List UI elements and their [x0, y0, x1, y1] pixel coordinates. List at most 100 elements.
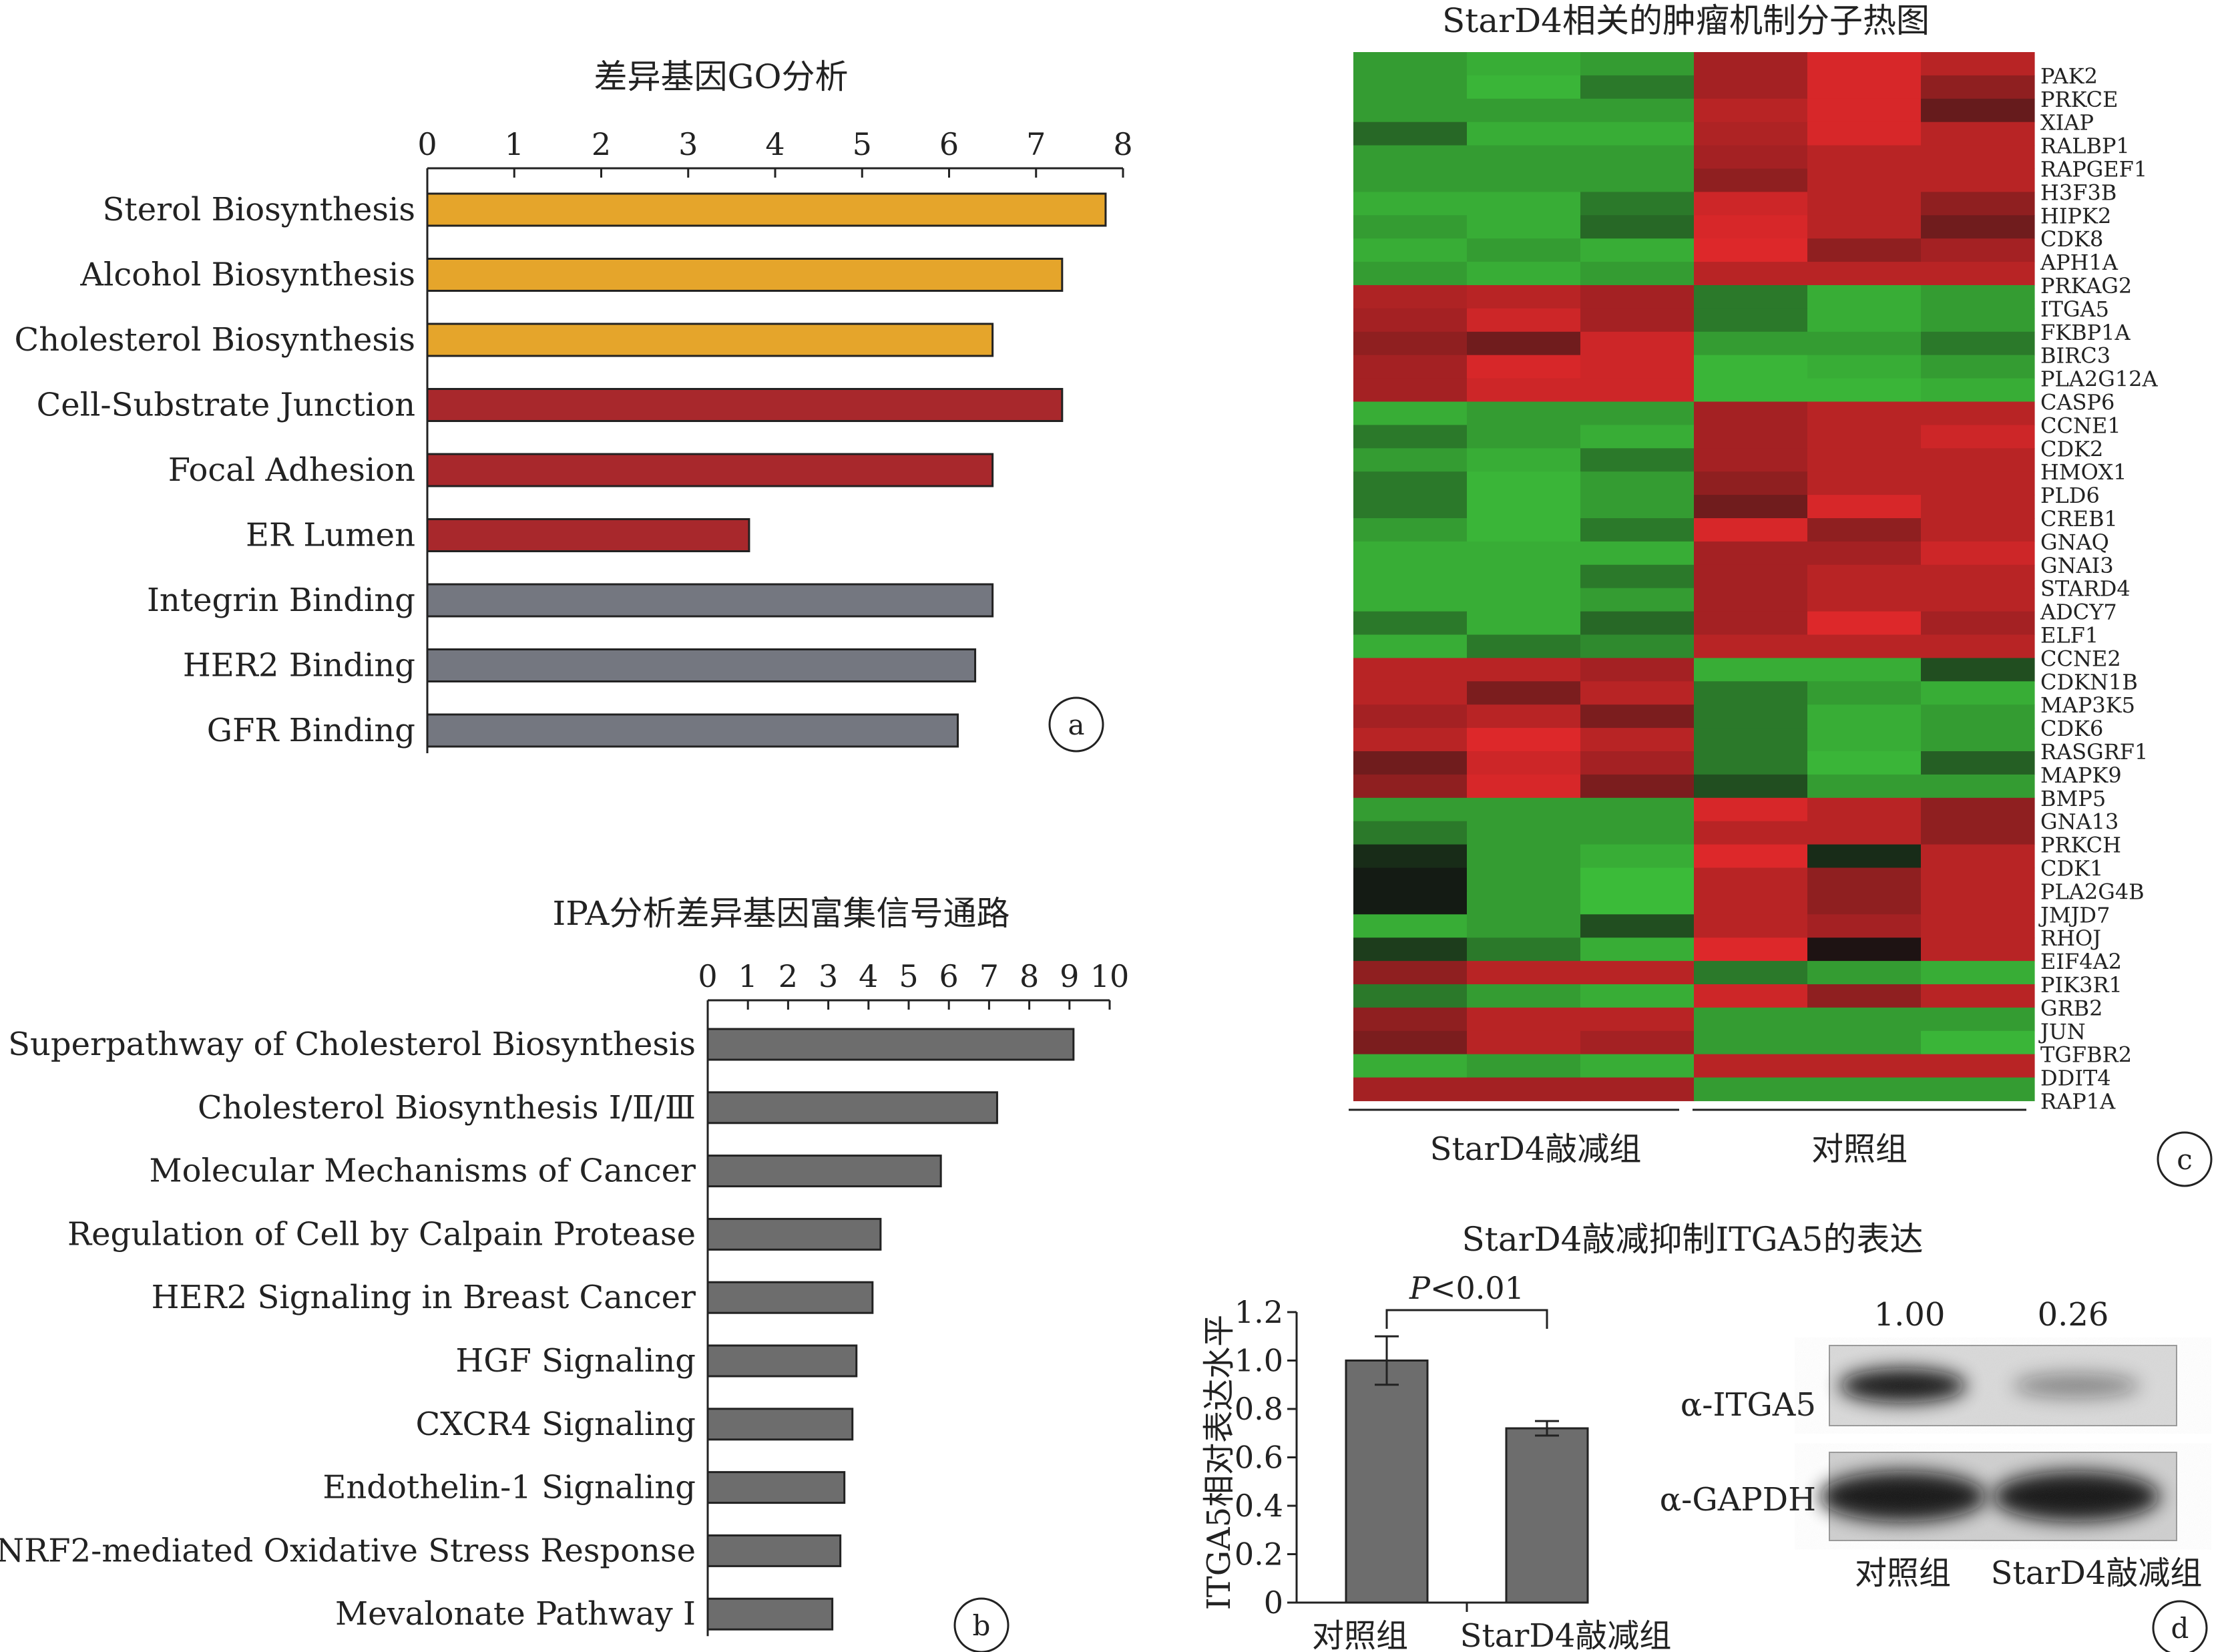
- heatmap-cell: [1353, 611, 1468, 636]
- heatmap-cell: [1353, 262, 1468, 286]
- heatmap-cell: [1694, 867, 1808, 891]
- panel-a-category-label: Alcohol Biosynthesis: [79, 256, 415, 294]
- heatmap-cell: [1694, 448, 1808, 472]
- heatmap-cell: [1580, 611, 1695, 636]
- heatmap-cell: [1580, 52, 1695, 76]
- heatmap-cell: [1694, 611, 1808, 636]
- heatmap-cell: [1921, 728, 2035, 752]
- heatmap-cell: [1807, 1007, 1922, 1032]
- heatmap-cell: [1807, 355, 1922, 379]
- panel-b-tick-label: 5: [899, 958, 918, 994]
- panel-b-bar: [706, 1281, 874, 1314]
- panel-d-tick-label: 0.8: [1235, 1391, 1283, 1427]
- panel-d-letter: d: [2171, 1612, 2189, 1645]
- heatmap-cell: [1467, 728, 1581, 752]
- heatmap-cell: [1921, 215, 2035, 239]
- heatmap-cell: [1580, 425, 1695, 449]
- heatmap-cell: [1694, 471, 1808, 495]
- blot-lane-label-knockdown: StarD4敲减组: [1991, 1555, 2203, 1592]
- heatmap-gene-label: FKBP1A: [2040, 320, 2131, 345]
- heatmap-cell: [1921, 541, 2035, 566]
- heatmap-cell: [1694, 52, 1808, 76]
- panel-b-category-labels: Superpathway of Cholesterol Biosynthesis…: [0, 1026, 696, 1633]
- panel-c-letter-circle: [2157, 1131, 2213, 1187]
- heatmap-cell: [1807, 52, 1922, 76]
- heatmap-cell: [1580, 914, 1695, 938]
- heatmap-cell: [1580, 844, 1695, 869]
- heatmap-cell: [1807, 448, 1922, 472]
- heatmap-cell: [1921, 611, 2035, 636]
- heatmap-cell: [1694, 425, 1808, 449]
- heatmap-gene-label: JMJD7: [2038, 902, 2110, 927]
- heatmap-cell: [1467, 168, 1581, 192]
- panel-d-bar: [1345, 1360, 1429, 1604]
- heatmap-cell: [1807, 984, 1922, 1008]
- panel-d-y-axis: 0 0.2 0.4 0.6 0.8 1.0 1.2: [1235, 1294, 1588, 1621]
- heatmap-cell: [1467, 122, 1581, 146]
- heatmap-cell: [1353, 145, 1468, 170]
- panel-b-category-label: HER2 Signaling in Breast Cancer: [152, 1279, 696, 1316]
- heatmap-cell: [1921, 704, 2035, 729]
- heatmap-gene-label: CREB1: [2040, 506, 2118, 532]
- heatmap-cell: [1921, 518, 2035, 542]
- significance-bracket-line: [1385, 1309, 1548, 1329]
- heatmap-cell: [1467, 658, 1581, 682]
- heatmap-cell: [1807, 1030, 1922, 1055]
- heatmap-cell: [1694, 75, 1808, 99]
- heatmap-cell: [1467, 1077, 1581, 1102]
- heatmap-gene-label: MAPK9: [2040, 763, 2122, 788]
- heatmap-cell: [1353, 984, 1468, 1008]
- panel-a-tick-label: 4: [765, 126, 785, 162]
- panel-a-bar: [426, 258, 1064, 292]
- heatmap-cell: [1580, 564, 1695, 589]
- heatmap-cell: [1353, 168, 1468, 192]
- heatmap-cell: [1353, 961, 1468, 985]
- heatmap-cell: [1694, 681, 1808, 705]
- heatmap-cell: [1694, 984, 1808, 1008]
- p-value-threshold: <0.01: [1430, 1270, 1524, 1306]
- p-value-label: P<0.01: [1409, 1270, 1524, 1306]
- heatmap-gene-label: CCNE2: [2040, 646, 2121, 671]
- heatmap-cell: [1353, 285, 1468, 309]
- panel-d-tick-label: 1.2: [1235, 1294, 1283, 1330]
- heatmap-cell: [1694, 728, 1808, 752]
- panel-a-bar: [426, 453, 994, 487]
- heatmap-cell: [1580, 867, 1695, 891]
- heatmap-cell: [1580, 891, 1695, 915]
- panel-a-tick-label: 7: [1026, 126, 1046, 162]
- heatmap-cell: [1353, 681, 1468, 705]
- panel-b-category-label: Superpathway of Cholesterol Biosynthesis: [8, 1026, 696, 1063]
- heatmap-cell: [1807, 867, 1922, 891]
- panel-a-tick-label: 1: [505, 126, 524, 162]
- heatmap-cell: [1694, 891, 1808, 915]
- heatmap-cell: [1921, 821, 2035, 845]
- heatmap-gene-label: GNAI3: [2040, 553, 2114, 578]
- panel-b-tick-label: 8: [1020, 958, 1039, 994]
- heatmap-cell: [1353, 75, 1468, 99]
- heatmap-cell: [1921, 471, 2035, 495]
- heatmap-cell: [1921, 52, 2035, 76]
- panel-d-category-labels: 对照组 StarD4敲减组: [1312, 1617, 1671, 1652]
- heatmap-cell: [1467, 425, 1581, 449]
- heatmap-cell: [1807, 914, 1922, 938]
- heatmap-cell: [1694, 1077, 1808, 1102]
- heatmap-cell: [1694, 541, 1808, 566]
- heatmap-cell: [1807, 844, 1922, 869]
- panel-a-category-label: HER2 Binding: [183, 647, 415, 684]
- heatmap-cell: [1807, 1054, 1922, 1078]
- heatmap-cell: [1580, 681, 1695, 705]
- heatmap-cell: [1694, 495, 1808, 519]
- heatmap-gene-label: CDKN1B: [2040, 669, 2138, 694]
- heatmap-cell: [1694, 518, 1808, 542]
- heatmap-cell: [1921, 285, 2035, 309]
- heatmap-cell: [1694, 215, 1808, 239]
- panel-b-tick-label: 0: [698, 958, 717, 994]
- heatmap-gene-label: RASGRF1: [2040, 739, 2148, 765]
- heatmap-cell: [1694, 285, 1808, 309]
- panel-b-letter-circle: [953, 1597, 1010, 1652]
- panel-a-tick-label: 5: [853, 126, 872, 162]
- panel-b-tick-label: 9: [1060, 958, 1079, 994]
- panel-b-title: IPA分析差异基因富集信号通路: [553, 894, 1010, 933]
- panel-d-category-label: 对照组: [1312, 1617, 1408, 1652]
- panel-b-bar: [706, 1408, 854, 1441]
